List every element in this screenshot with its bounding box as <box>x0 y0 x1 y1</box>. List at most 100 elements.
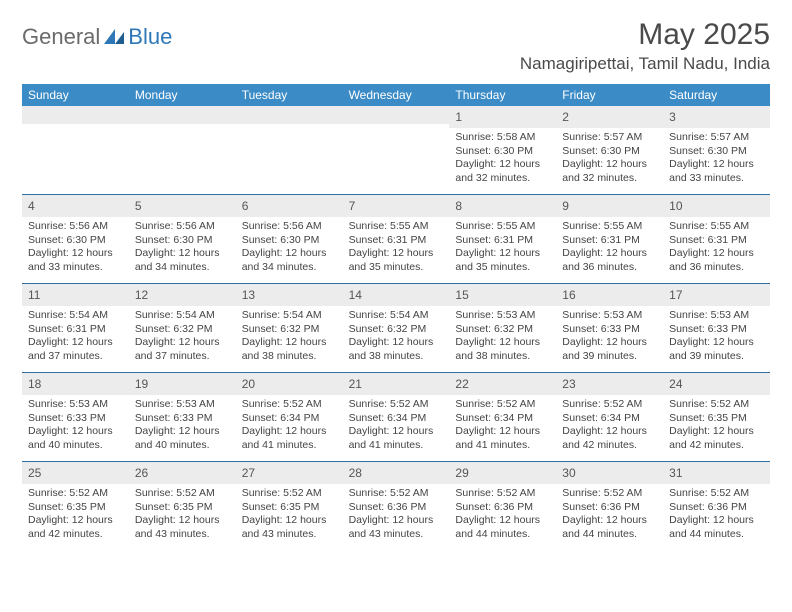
daylight-text: Daylight: 12 hours <box>349 514 444 528</box>
daylight-text: and 43 minutes. <box>242 528 337 542</box>
sunset-text: Sunset: 6:34 PM <box>349 412 444 426</box>
sunrise-text: Sunrise: 5:52 AM <box>669 398 764 412</box>
day-body: Sunrise: 5:58 AMSunset: 6:30 PMDaylight:… <box>449 128 556 192</box>
day-number-row: 1 <box>449 106 556 128</box>
location-label: Namagiripettai, Tamil Nadu, India <box>520 54 770 74</box>
day-cell: 24Sunrise: 5:52 AMSunset: 6:35 PMDayligh… <box>663 373 770 461</box>
daylight-text: and 40 minutes. <box>135 439 230 453</box>
sunset-text: Sunset: 6:32 PM <box>135 323 230 337</box>
day-number: 4 <box>28 199 35 213</box>
daylight-text: and 39 minutes. <box>562 350 657 364</box>
day-number-row: 3 <box>663 106 770 128</box>
sunrise-text: Sunrise: 5:56 AM <box>242 220 337 234</box>
daylight-text: Daylight: 12 hours <box>669 158 764 172</box>
week-row: 1Sunrise: 5:58 AMSunset: 6:30 PMDaylight… <box>22 106 770 195</box>
day-cell: 28Sunrise: 5:52 AMSunset: 6:36 PMDayligh… <box>343 462 450 550</box>
daylight-text: and 40 minutes. <box>28 439 123 453</box>
day-body: Sunrise: 5:55 AMSunset: 6:31 PMDaylight:… <box>343 217 450 281</box>
daylight-text: Daylight: 12 hours <box>135 336 230 350</box>
day-body: Sunrise: 5:54 AMSunset: 6:32 PMDaylight:… <box>343 306 450 370</box>
day-number: 7 <box>349 199 356 213</box>
day-cell: 11Sunrise: 5:54 AMSunset: 6:31 PMDayligh… <box>22 284 129 372</box>
day-number-row <box>129 106 236 124</box>
sunset-text: Sunset: 6:30 PM <box>562 145 657 159</box>
day-number: 14 <box>349 288 362 302</box>
day-number: 31 <box>669 466 682 480</box>
day-body: Sunrise: 5:57 AMSunset: 6:30 PMDaylight:… <box>663 128 770 192</box>
day-cell: 1Sunrise: 5:58 AMSunset: 6:30 PMDaylight… <box>449 106 556 194</box>
page-title: May 2025 <box>520 18 770 52</box>
sunset-text: Sunset: 6:30 PM <box>135 234 230 248</box>
daylight-text: Daylight: 12 hours <box>135 514 230 528</box>
day-number: 30 <box>562 466 575 480</box>
day-number-row: 11 <box>22 284 129 306</box>
daylight-text: and 42 minutes. <box>669 439 764 453</box>
day-number: 17 <box>669 288 682 302</box>
sunrise-text: Sunrise: 5:52 AM <box>242 487 337 501</box>
day-cell: 13Sunrise: 5:54 AMSunset: 6:32 PMDayligh… <box>236 284 343 372</box>
dow-monday: Monday <box>129 84 236 106</box>
daylight-text: Daylight: 12 hours <box>242 247 337 261</box>
daylight-text: and 36 minutes. <box>669 261 764 275</box>
week-row: 4Sunrise: 5:56 AMSunset: 6:30 PMDaylight… <box>22 195 770 284</box>
daylight-text: and 36 minutes. <box>562 261 657 275</box>
daylight-text: Daylight: 12 hours <box>349 425 444 439</box>
day-number: 29 <box>455 466 468 480</box>
calendar: Sunday Monday Tuesday Wednesday Thursday… <box>22 84 770 550</box>
day-cell <box>129 106 236 194</box>
sunset-text: Sunset: 6:31 PM <box>455 234 550 248</box>
day-cell: 15Sunrise: 5:53 AMSunset: 6:32 PMDayligh… <box>449 284 556 372</box>
day-cell: 19Sunrise: 5:53 AMSunset: 6:33 PMDayligh… <box>129 373 236 461</box>
day-number-row: 27 <box>236 462 343 484</box>
day-number-row: 7 <box>343 195 450 217</box>
sunset-text: Sunset: 6:35 PM <box>135 501 230 515</box>
sunrise-text: Sunrise: 5:52 AM <box>242 398 337 412</box>
daylight-text: and 38 minutes. <box>242 350 337 364</box>
sunrise-text: Sunrise: 5:55 AM <box>669 220 764 234</box>
daylight-text: Daylight: 12 hours <box>669 514 764 528</box>
day-number-row: 23 <box>556 373 663 395</box>
sunset-text: Sunset: 6:30 PM <box>242 234 337 248</box>
daylight-text: and 38 minutes. <box>349 350 444 364</box>
daylight-text: and 42 minutes. <box>28 528 123 542</box>
daylight-text: and 41 minutes. <box>349 439 444 453</box>
daylight-text: and 41 minutes. <box>242 439 337 453</box>
sunrise-text: Sunrise: 5:57 AM <box>562 131 657 145</box>
sunset-text: Sunset: 6:31 PM <box>28 323 123 337</box>
day-number: 10 <box>669 199 682 213</box>
day-body: Sunrise: 5:53 AMSunset: 6:33 PMDaylight:… <box>663 306 770 370</box>
sunrise-text: Sunrise: 5:58 AM <box>455 131 550 145</box>
daylight-text: and 33 minutes. <box>28 261 123 275</box>
title-block: May 2025 Namagiripettai, Tamil Nadu, Ind… <box>520 18 770 74</box>
day-body: Sunrise: 5:55 AMSunset: 6:31 PMDaylight:… <box>663 217 770 281</box>
daylight-text: Daylight: 12 hours <box>562 247 657 261</box>
daylight-text: and 43 minutes. <box>135 528 230 542</box>
day-number: 6 <box>242 199 249 213</box>
sunrise-text: Sunrise: 5:52 AM <box>562 487 657 501</box>
sunrise-text: Sunrise: 5:52 AM <box>669 487 764 501</box>
logo-word-1: General <box>22 24 100 50</box>
day-cell: 3Sunrise: 5:57 AMSunset: 6:30 PMDaylight… <box>663 106 770 194</box>
day-cell: 2Sunrise: 5:57 AMSunset: 6:30 PMDaylight… <box>556 106 663 194</box>
day-number: 24 <box>669 377 682 391</box>
day-body: Sunrise: 5:52 AMSunset: 6:35 PMDaylight:… <box>22 484 129 548</box>
day-body: Sunrise: 5:53 AMSunset: 6:33 PMDaylight:… <box>22 395 129 459</box>
day-number-row: 21 <box>343 373 450 395</box>
page: General Blue May 2025 Namagiripettai, Ta… <box>0 0 792 550</box>
day-number: 19 <box>135 377 148 391</box>
header: General Blue May 2025 Namagiripettai, Ta… <box>22 18 770 74</box>
sunset-text: Sunset: 6:31 PM <box>669 234 764 248</box>
day-body: Sunrise: 5:52 AMSunset: 6:36 PMDaylight:… <box>556 484 663 548</box>
day-number-row: 15 <box>449 284 556 306</box>
sunrise-text: Sunrise: 5:54 AM <box>242 309 337 323</box>
sunrise-text: Sunrise: 5:55 AM <box>349 220 444 234</box>
daylight-text: Daylight: 12 hours <box>455 247 550 261</box>
daylight-text: and 38 minutes. <box>455 350 550 364</box>
day-cell: 16Sunrise: 5:53 AMSunset: 6:33 PMDayligh… <box>556 284 663 372</box>
daylight-text: Daylight: 12 hours <box>28 425 123 439</box>
day-body: Sunrise: 5:56 AMSunset: 6:30 PMDaylight:… <box>129 217 236 281</box>
sunset-text: Sunset: 6:32 PM <box>349 323 444 337</box>
day-number: 8 <box>455 199 462 213</box>
daylight-text: Daylight: 12 hours <box>242 425 337 439</box>
day-number: 15 <box>455 288 468 302</box>
